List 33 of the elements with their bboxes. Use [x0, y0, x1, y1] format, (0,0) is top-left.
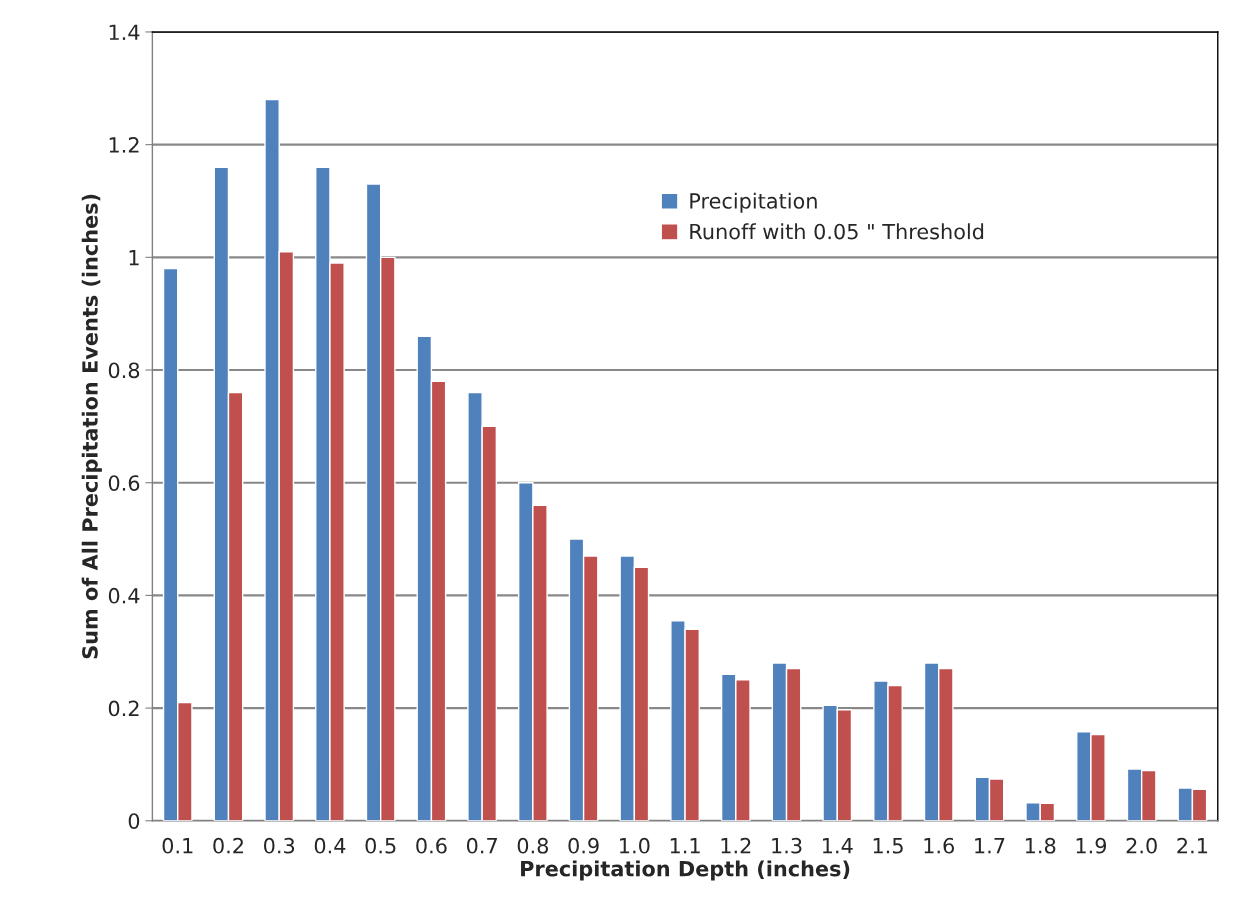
x-tick-label: 1.0 — [620, 837, 650, 854]
x-tick-label: 1.4 — [823, 838, 853, 854]
x-tick-label: 0.1 — [162, 837, 193, 854]
x-tick-label: 0.2 — [213, 837, 243, 854]
x-tick-label: 1.2 — [721, 837, 751, 854]
x-tick-label: 1.9 — [1076, 837, 1107, 854]
x-tick-label: 0.4 — [314, 837, 346, 854]
x-tick-label: 1.6 — [924, 837, 954, 854]
y-tick-label: 0.6 — [108, 475, 140, 491]
x-tick-label: 0.3 — [264, 837, 295, 854]
x-tick-label: 0.7 — [466, 837, 497, 854]
x-tick-label: 2.0 — [1126, 837, 1157, 854]
y-tick-label: 1.4 — [109, 24, 140, 40]
legend-label: Runoff with 0.05 " Threshold — [690, 223, 984, 240]
x-axis-title: Precipitation Depth (inches) — [521, 860, 850, 881]
x-tick-label: 1.7 — [975, 838, 1005, 854]
y-axis-title: Sum of All Precipitation Events (inches) — [81, 194, 102, 659]
x-tick-label: 1.8 — [1025, 837, 1056, 854]
legend-label: Precipitation — [690, 192, 817, 213]
x-tick-label: 0.6 — [416, 837, 447, 854]
x-tick-label: 0.9 — [568, 837, 599, 854]
y-tick-label: 0.8 — [108, 362, 140, 379]
x-tick-label: 1.3 — [772, 837, 802, 854]
x-tick-label: 1.1 — [670, 838, 700, 854]
x-tick-label: 2.1 — [1177, 837, 1208, 854]
x-tick-label: 0.5 — [365, 837, 396, 854]
y-tick-label: 1 — [129, 250, 139, 266]
x-tick-label: 0.8 — [517, 837, 549, 854]
y-tick-label: 0.2 — [108, 700, 139, 717]
y-tick-label: 1.2 — [109, 137, 139, 153]
y-tick-label: 0.4 — [108, 587, 140, 604]
x-tick-label: 1.5 — [873, 838, 903, 854]
y-tick-label: 0 — [128, 813, 140, 829]
